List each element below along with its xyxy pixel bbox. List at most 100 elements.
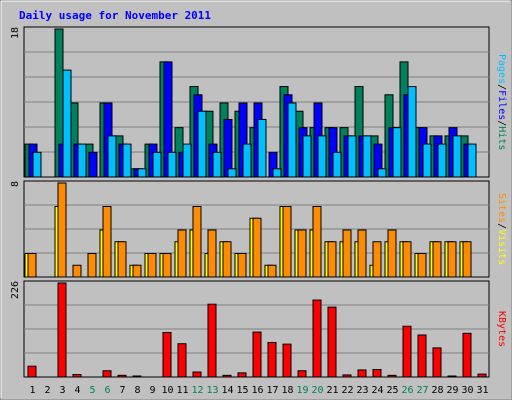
day-label-21: 21 <box>326 385 338 396</box>
bar-sites-day-22 <box>342 229 352 278</box>
bar-sites-day-20 <box>312 206 322 278</box>
bar-sites-day-26 <box>402 241 412 278</box>
panel-middle: 8 Sites/Visits <box>10 180 507 278</box>
bar-sites-day-18 <box>282 206 292 278</box>
bar-pages-day-7 <box>122 143 132 178</box>
day-label-30: 30 <box>461 385 473 396</box>
bar-sites-day-4 <box>72 264 82 278</box>
panel-middle-max-label: 8 <box>10 181 21 187</box>
day-label-19: 19 <box>296 385 308 396</box>
bar-pages-day-10 <box>167 151 177 178</box>
bar-kbytes-day-27 <box>417 334 427 378</box>
bar-kbytes-day-11 <box>177 343 187 378</box>
chart-title: Daily usage for November 2011 <box>19 9 211 22</box>
bar-sites-day-5 <box>87 253 97 278</box>
bar-pages-day-20 <box>317 135 327 178</box>
bar-kbytes-day-26 <box>402 325 412 378</box>
bar-sites-day-8 <box>132 264 142 278</box>
day-label-16: 16 <box>251 385 263 396</box>
bar-sites-day-29 <box>447 241 457 278</box>
day-label-7: 7 <box>119 385 125 396</box>
bar-kbytes-day-3 <box>57 282 67 378</box>
bar-kbytes-day-20 <box>312 299 322 378</box>
panel-bottom-max-label: 226 <box>10 281 21 299</box>
day-label-13: 13 <box>206 385 218 396</box>
bar-sites-day-19 <box>297 229 307 278</box>
bar-pages-day-8 <box>137 168 147 178</box>
bar-pages-day-21 <box>332 151 342 178</box>
bar-pages-day-9 <box>152 151 162 178</box>
bar-files-day-5 <box>88 151 98 178</box>
bar-sites-day-14 <box>222 241 232 278</box>
bar-sites-day-17 <box>267 264 277 278</box>
panel-middle-legend: Sites/Visits <box>496 193 507 265</box>
bar-sites-day-23 <box>357 229 367 278</box>
day-label-1: 1 <box>29 385 35 396</box>
bar-pages-day-16 <box>257 118 267 178</box>
bar-kbytes-day-4 <box>72 374 82 378</box>
bar-pages-day-23 <box>362 135 372 178</box>
bar-sites-day-25 <box>387 229 397 278</box>
bar-sites-day-10 <box>162 253 172 278</box>
day-label-2: 2 <box>44 385 50 396</box>
legend-part-0: Sites <box>496 193 507 223</box>
bar-sites-day-7 <box>117 241 127 278</box>
bar-kbytes-day-23 <box>357 369 367 378</box>
day-label-3: 3 <box>59 385 65 396</box>
day-label-10: 10 <box>161 385 173 396</box>
day-label-9: 9 <box>149 385 155 396</box>
panel-top-max-label: 18 <box>10 27 21 39</box>
bar-sites-day-13 <box>207 229 217 278</box>
legend-part-0: KBytes <box>496 311 507 347</box>
day-label-27: 27 <box>416 385 428 396</box>
day-label-26: 26 <box>401 385 413 396</box>
bar-sites-day-15 <box>237 253 247 278</box>
bar-kbytes-day-15 <box>237 372 247 378</box>
bar-pages-day-24 <box>377 168 387 178</box>
bar-kbytes-day-22 <box>342 374 352 378</box>
bar-kbytes-day-21 <box>327 306 337 378</box>
bar-sites-day-30 <box>462 241 472 278</box>
day-label-18: 18 <box>281 385 293 396</box>
legend-part-1: / <box>496 84 507 90</box>
legend-part-2: Visits <box>496 229 507 265</box>
day-label-15: 15 <box>236 385 248 396</box>
day-label-24: 24 <box>371 385 383 396</box>
day-label-20: 20 <box>311 385 323 396</box>
day-label-22: 22 <box>341 385 353 396</box>
day-label-23: 23 <box>356 385 368 396</box>
bar-pages-day-4 <box>77 143 87 178</box>
bar-pages-day-15 <box>242 143 252 178</box>
panel-top: 18 Pages/Files/Hits <box>10 26 507 178</box>
bar-pages-day-12 <box>197 110 207 178</box>
bar-kbytes-day-7 <box>117 374 127 378</box>
bar-sites-day-28 <box>432 241 442 278</box>
bar-kbytes-day-6 <box>102 370 112 378</box>
day-label-6: 6 <box>104 385 110 396</box>
day-label-25: 25 <box>386 385 398 396</box>
bar-sites-day-16 <box>252 217 262 278</box>
bar-kbytes-day-8 <box>132 375 142 378</box>
bar-pages-day-18 <box>287 102 297 178</box>
panel-top-legend: Pages/Files/Hits <box>496 54 507 150</box>
bar-pages-day-29 <box>452 135 462 178</box>
bar-pages-day-3 <box>62 69 72 178</box>
bar-pages-day-25 <box>392 127 402 178</box>
bar-kbytes-day-28 <box>432 347 442 378</box>
bar-kbytes-day-1 <box>27 365 37 378</box>
bar-kbytes-day-13 <box>207 303 217 378</box>
panel-bottom: 226 KBytes <box>10 280 507 378</box>
bar-sites-day-1 <box>27 253 37 278</box>
bar-kbytes-day-24 <box>372 369 382 378</box>
bar-kbytes-day-18 <box>282 343 292 378</box>
day-label-29: 29 <box>446 385 458 396</box>
bar-pages-day-14 <box>227 168 237 178</box>
bar-kbytes-day-10 <box>162 331 172 378</box>
bar-sites-day-27 <box>417 253 427 278</box>
bar-kbytes-day-25 <box>387 374 397 378</box>
bar-kbytes-day-17 <box>267 341 277 378</box>
day-label-28: 28 <box>431 385 443 396</box>
bar-pages-day-17 <box>272 168 282 178</box>
day-label-4: 4 <box>74 385 80 396</box>
